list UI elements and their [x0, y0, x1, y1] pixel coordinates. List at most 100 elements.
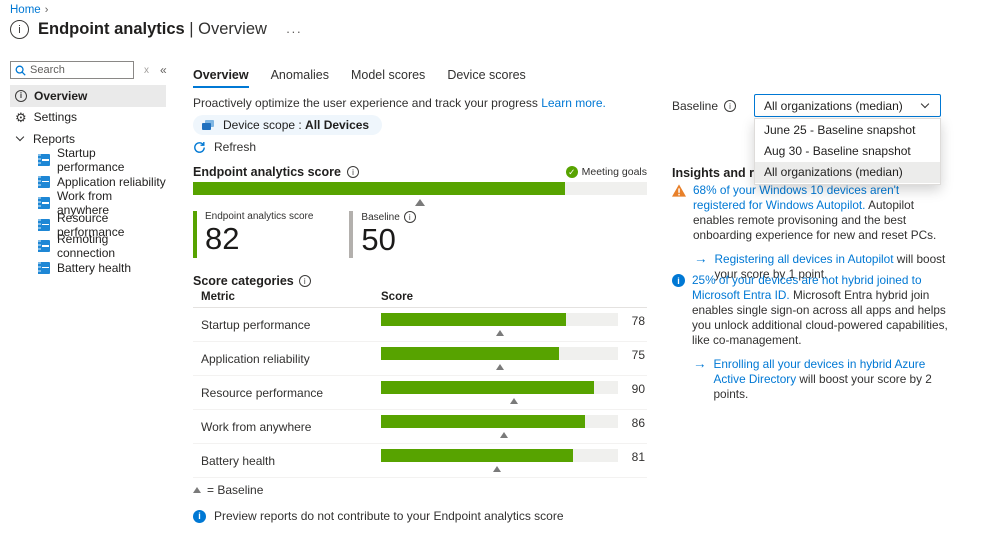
- score-value: 78: [631, 314, 645, 328]
- table-row[interactable]: Resource performance 90: [193, 376, 647, 410]
- baseline-marker-track: [381, 398, 618, 406]
- baseline-options-popup: June 25 - Baseline snapshot Aug 30 - Bas…: [754, 118, 941, 185]
- baseline-marker-icon: [493, 466, 502, 472]
- table-row[interactable]: Battery health 81: [193, 444, 647, 478]
- page-info-icon: i: [10, 20, 29, 39]
- score-bar: [381, 313, 618, 326]
- breadcrumb-separator-icon: ›: [44, 4, 49, 16]
- score-value: 86: [631, 416, 645, 430]
- tab-overview[interactable]: Overview: [193, 68, 249, 88]
- score-value: 75: [631, 348, 645, 362]
- report-icon: [38, 218, 50, 231]
- info-icon[interactable]: i: [346, 166, 359, 178]
- report-icon: [38, 154, 50, 167]
- info-icon[interactable]: i: [403, 211, 416, 223]
- info-icon: i: [193, 509, 206, 523]
- legend-label: = Baseline: [207, 483, 264, 497]
- info-icon[interactable]: i: [724, 100, 737, 112]
- arrow-right-icon: →: [694, 251, 708, 266]
- sidebar-item-label: Remoting connection: [57, 232, 116, 261]
- metric-label: Work from anywhere: [201, 420, 312, 434]
- baseline-marker-track: [381, 330, 618, 338]
- sidebar-item-label: Startup performance: [57, 146, 125, 175]
- score-bar: [381, 381, 618, 394]
- sidebar-item-label: Overview: [34, 88, 88, 103]
- sidebar-item-remoting-connection[interactable]: Remoting connection: [10, 232, 166, 260]
- score-section-header: Endpoint analytics score i ✓ Meeting goa…: [193, 165, 647, 179]
- score-bar: [381, 347, 618, 360]
- devices-icon: [202, 120, 215, 130]
- stat-label: Baseline i: [361, 211, 416, 223]
- sidebar-item-label: Resource performance: [57, 210, 125, 239]
- score-stats: Endpoint analytics score 82 Baseline i 50: [193, 211, 416, 258]
- metric-label: Startup performance: [201, 318, 311, 332]
- score-value: 81: [631, 450, 645, 464]
- action-link[interactable]: Registering all devices in Autopilot: [714, 252, 894, 266]
- insight-autopilot: 68% of your Windows 10 devices aren't re…: [672, 183, 948, 282]
- page-header: i Endpoint analytics | Overview ···: [10, 20, 302, 39]
- column-header-score[interactable]: Score: [381, 291, 413, 303]
- sidebar-item-startup-performance[interactable]: Startup performance: [10, 146, 166, 174]
- sidebar-item-battery-health[interactable]: Battery health: [10, 257, 166, 279]
- sidebar-item-application-reliability[interactable]: Application reliability: [10, 171, 166, 193]
- insight-text: 68% of your Windows 10 devices aren't re…: [693, 183, 937, 242]
- tab-device-scores[interactable]: Device scores: [447, 68, 526, 82]
- table-row[interactable]: Work from anywhere 86: [193, 410, 647, 444]
- sidebar-item-label: Work from anywhere: [57, 189, 113, 218]
- tab-model-scores[interactable]: Model scores: [350, 68, 426, 82]
- column-header-metric[interactable]: Metric: [201, 291, 235, 303]
- learn-more-link[interactable]: Learn more.: [541, 96, 606, 110]
- insight-link[interactable]: 68% of your Windows 10 devices aren't re…: [693, 183, 900, 212]
- intro-text: Proactively optimize the user experience…: [193, 96, 606, 110]
- option-aug-snapshot[interactable]: Aug 30 - Baseline snapshot: [764, 144, 911, 158]
- categories-title: Score categories: [193, 274, 294, 288]
- baseline-stat: Baseline i 50: [349, 211, 416, 258]
- table-row[interactable]: Application reliability 75: [193, 342, 647, 376]
- baseline-marker-icon: [193, 487, 201, 493]
- search-box[interactable]: [10, 61, 134, 79]
- baseline-marker-track: [381, 364, 618, 372]
- sidebar-item-reports[interactable]: Reports: [10, 128, 166, 150]
- stat-value: 50: [361, 222, 396, 257]
- info-icon[interactable]: i: [298, 275, 311, 287]
- refresh-button[interactable]: Refresh: [193, 140, 256, 154]
- option-all-organizations[interactable]: All organizations (median): [755, 162, 940, 183]
- option-june-snapshot[interactable]: June 25 - Baseline snapshot: [764, 123, 916, 137]
- sidebar-item-work-from-anywhere[interactable]: Work from anywhere: [10, 189, 166, 217]
- score-bar: [381, 449, 618, 462]
- baseline-marker-icon: [495, 364, 504, 370]
- sidebar-item-resource-performance[interactable]: Resource performance: [10, 210, 166, 239]
- more-actions-icon[interactable]: ···: [285, 24, 302, 39]
- search-clear-icon[interactable]: x: [144, 64, 149, 76]
- metric-label: Battery health: [201, 454, 276, 468]
- breadcrumb: Home ›: [10, 4, 48, 16]
- endpoint-score-stat: Endpoint analytics score 82: [193, 211, 313, 258]
- insight-link[interactable]: 25% of your devices are not hybrid joine…: [692, 273, 922, 302]
- baseline-selected-value: All organizations (median): [764, 98, 903, 113]
- warning-icon: [672, 184, 686, 197]
- stat-value: 82: [205, 221, 240, 256]
- sidebar-item-settings[interactable]: ⚙ Settings: [10, 107, 166, 129]
- note-text: Preview reports do not contribute to you…: [214, 509, 564, 523]
- table-row[interactable]: Startup performance 78: [193, 308, 647, 342]
- baseline-marker-track: [381, 466, 618, 474]
- baseline-select[interactable]: All organizations (median): [754, 94, 941, 117]
- device-scope-filter[interactable]: Device scope : All Devices: [193, 115, 383, 135]
- metric-label: Resource performance: [201, 386, 324, 400]
- preview-note: i Preview reports do not contribute to y…: [193, 509, 564, 523]
- metric-label: Application reliability: [201, 352, 310, 366]
- score-bar: [381, 415, 618, 428]
- sidebar-item-overview[interactable]: i Overview: [10, 85, 166, 107]
- baseline-marker-track: [193, 199, 647, 207]
- categories-section-header: Score categories i: [193, 274, 311, 288]
- action-link[interactable]: Enrolling all your devices in hybrid Azu…: [713, 357, 926, 386]
- sidebar-collapse-icon[interactable]: «: [160, 63, 167, 77]
- score-value: 90: [631, 382, 645, 396]
- refresh-label: Refresh: [214, 140, 257, 154]
- score-progress-bar: [193, 182, 647, 195]
- insight-hybrid-join: i 25% of your devices are not hybrid joi…: [672, 273, 948, 402]
- tab-anomalies[interactable]: Anomalies: [270, 68, 329, 82]
- baseline-marker-icon: [509, 398, 518, 404]
- search-input[interactable]: [30, 64, 129, 76]
- breadcrumb-home-link[interactable]: Home: [10, 4, 41, 16]
